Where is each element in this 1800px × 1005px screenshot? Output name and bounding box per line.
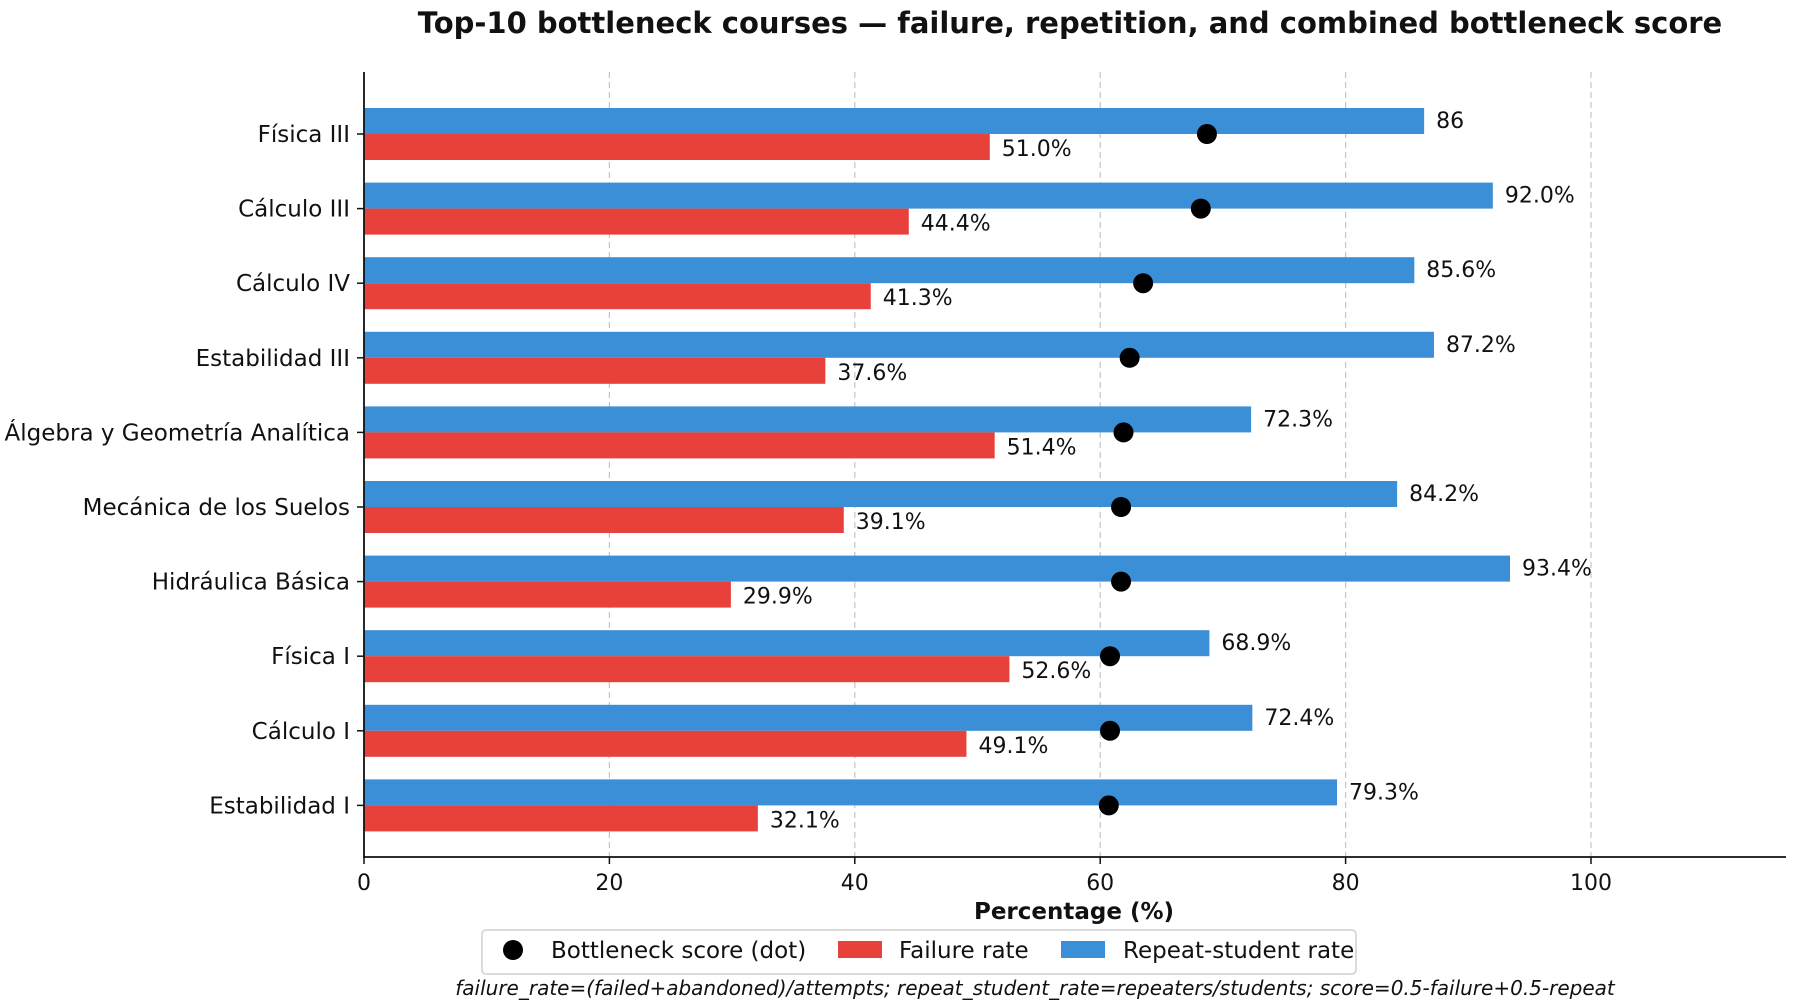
x-tick-label: 40 — [841, 871, 869, 896]
legend-frame — [481, 929, 1357, 975]
course-label: Estabilidad I — [209, 793, 350, 819]
repeat-rate-bar — [364, 481, 1398, 507]
course-label: Cálculo IV — [236, 271, 350, 297]
repeat-rate-bar — [364, 108, 1425, 134]
repeat-rate-label: 92.0% — [1505, 184, 1575, 209]
bottleneck-score-dot — [1100, 646, 1121, 667]
repeat-rate-label: 72.4% — [1264, 706, 1334, 731]
x-tick-label: 60 — [1086, 871, 1114, 896]
failure-rate-bar — [364, 208, 909, 235]
failure-rate-label: 49.1% — [978, 734, 1048, 759]
bottleneck-score-dot — [1113, 422, 1134, 443]
legend-failure-swatch — [838, 941, 882, 958]
failure-rate-bar — [364, 581, 731, 608]
failure-rate-bar — [364, 730, 967, 757]
failure-rate-bar — [364, 357, 826, 384]
repeat-rate-bar — [364, 406, 1252, 433]
repeat-rate-bar — [364, 630, 1210, 657]
repeat-rate-bar — [364, 257, 1415, 284]
repeat-rate-label: 68.9% — [1221, 631, 1291, 656]
bottleneck-score-dot — [1100, 720, 1121, 741]
repeat-rate-label: 79.3% — [1349, 780, 1419, 805]
failure-rate-bar — [364, 432, 995, 459]
course-label: Álgebra y Geometría Analítica — [5, 418, 350, 446]
failure-rate-label: 41.3% — [883, 286, 953, 311]
repeat-rate-label: 84.2% — [1409, 482, 1479, 507]
chart-title: Top-10 bottleneck courses — failure, rep… — [418, 6, 1722, 40]
failure-rate-label: 51.4% — [1007, 435, 1077, 460]
failure-rate-label: 39.1% — [856, 510, 926, 535]
footnote: failure_rate=(failed+abandoned)/attempts… — [455, 976, 1616, 1000]
failure-rate-label: 52.6% — [1021, 659, 1091, 684]
data-labels: 86 51.0% 92.0% 44.4% 85.6% 41.3% 87.2% 37.6% 72.… — [743, 109, 1592, 833]
legend-label-score: Bottleneck score (dot) — [551, 938, 806, 964]
x-tick-label: 100 — [1570, 871, 1612, 896]
failure-rate-label: 44.4% — [921, 212, 991, 237]
failure-rate-bar — [364, 805, 758, 832]
repeat-rate-bar — [364, 555, 1511, 582]
legend-label-failure: Failure rate — [899, 938, 1029, 964]
failure-rate-label: 29.9% — [743, 585, 813, 610]
repeat-rate-label: 72.3% — [1263, 407, 1333, 432]
y-ticks: Física III Cálculo III Cálculo IV Estabilid… — [5, 122, 364, 819]
x-ticks: 0 20 40 60 80 100 — [357, 857, 1612, 896]
failure-rate-bar — [364, 656, 1010, 683]
bottleneck-score-dot — [1098, 795, 1119, 816]
repeat-rate-label: 87.2% — [1446, 333, 1516, 358]
course-label: Física III — [258, 122, 350, 148]
bottleneck-score-dot — [1196, 124, 1217, 144]
course-label: Cálculo III — [238, 197, 350, 223]
course-label: Mecánica de los Suelos — [83, 495, 350, 521]
score-dots — [1098, 124, 1217, 816]
repeat-rate-label: 85.6% — [1426, 258, 1496, 283]
failure-rate-label: 51.0% — [1002, 137, 1072, 162]
legend-label-repeat: Repeat-student rate — [1123, 938, 1354, 964]
failure-rate-bar — [364, 134, 990, 160]
course-label: Cálculo I — [252, 719, 350, 745]
x-tick-label: 0 — [357, 871, 371, 896]
repeat-rate-bar — [364, 779, 1338, 806]
repeat-rate-bar — [364, 331, 1434, 358]
bottleneck-score-dot — [1190, 198, 1211, 219]
bottleneck-score-dot — [1119, 347, 1140, 368]
x-tick-label: 80 — [1332, 871, 1360, 896]
repeat-rate-bar — [364, 182, 1493, 209]
failure-rate-bar — [364, 283, 871, 310]
repeat-rate-label: 86 — [1436, 109, 1464, 134]
x-axis-label: Percentage (%) — [974, 899, 1174, 925]
failure-rate-label: 32.1% — [770, 808, 840, 833]
failure-rate-bar — [364, 507, 844, 533]
repeat-rate-label: 93.4% — [1522, 557, 1592, 582]
legend-dot-swatch — [503, 940, 523, 960]
course-label: Estabilidad III — [196, 346, 350, 372]
bars — [364, 108, 1511, 832]
failure-rate-label: 37.6% — [837, 361, 907, 386]
course-label: Hidráulica Básica — [152, 570, 350, 596]
x-tick-label: 20 — [595, 871, 623, 896]
bottleneck-score-dot — [1111, 571, 1132, 592]
legend-repeat-swatch — [1061, 941, 1105, 958]
course-label: Física I — [271, 644, 350, 670]
legend: Bottleneck score (dot) Failure rate Repe… — [481, 929, 1357, 975]
bottleneck-score-dot — [1111, 497, 1132, 517]
axes — [363, 72, 1786, 858]
bottleneck-score-dot — [1133, 273, 1154, 294]
